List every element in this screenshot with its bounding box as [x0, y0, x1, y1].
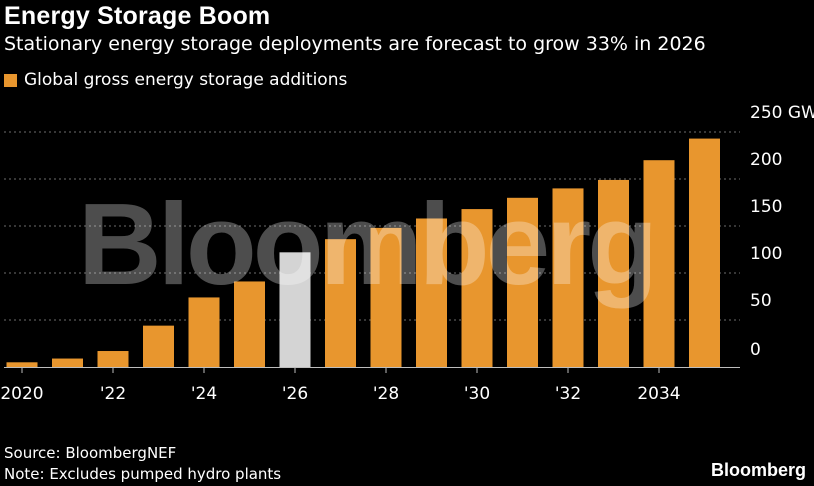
bar — [188, 297, 220, 367]
y-tick-label: 200 — [750, 150, 782, 170]
bar — [279, 252, 311, 367]
chart-title: Energy Storage Boom — [4, 2, 271, 30]
x-tick-label: '32 — [555, 384, 581, 404]
bloomberg-logo: Bloomberg — [710, 460, 806, 480]
legend: Global gross energy storage additions — [4, 70, 347, 90]
y-tick-label: 100 — [750, 244, 782, 264]
y-tick-label: 250 GW — [750, 103, 814, 123]
x-tick-label: '30 — [464, 384, 490, 404]
bar — [643, 160, 675, 367]
bar — [52, 358, 83, 367]
x-tick-label: 2020 — [0, 384, 43, 404]
bar — [370, 227, 402, 367]
watermark: Bloomberg — [78, 179, 654, 309]
bar — [689, 138, 720, 367]
bar — [6, 362, 38, 367]
legend-swatch — [4, 73, 17, 87]
y-tick-label: 50 — [750, 291, 772, 311]
bar — [234, 281, 265, 367]
bar — [97, 351, 129, 367]
bar — [143, 325, 174, 367]
x-tick-label: 2034 — [637, 384, 680, 404]
bar — [461, 209, 493, 367]
bar — [552, 188, 584, 367]
x-tick-label: '24 — [191, 384, 217, 404]
bar — [598, 179, 629, 367]
source-note: Source: BloombergNEF — [4, 444, 177, 462]
x-tick-label: '26 — [282, 384, 308, 404]
bar — [507, 197, 538, 367]
x-tick-label: '28 — [373, 384, 399, 404]
footnote: Note: Excludes pumped hydro plants — [4, 465, 282, 483]
x-tick-label: '22 — [100, 384, 126, 404]
legend-label: Global gross energy storage additions — [24, 70, 348, 90]
bar — [325, 239, 356, 367]
y-tick-label: 0 — [750, 340, 761, 360]
y-tick-label: 150 — [750, 197, 782, 217]
chart-subtitle: Stationary energy storage deployments ar… — [4, 33, 706, 55]
bar — [416, 218, 447, 367]
